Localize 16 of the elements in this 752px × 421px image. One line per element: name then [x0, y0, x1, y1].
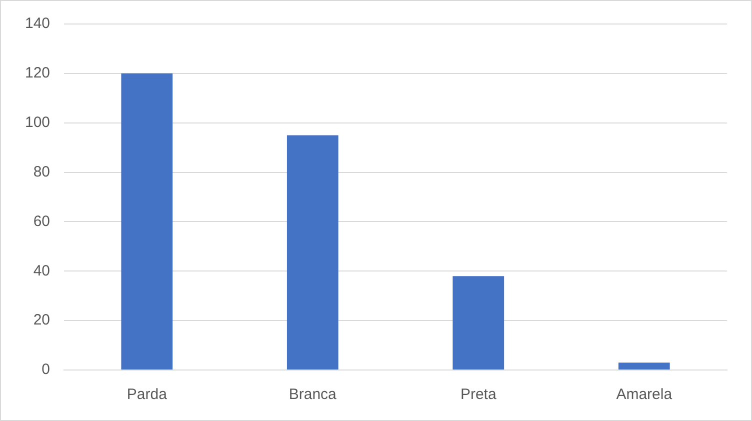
- y-tick-label: 100: [24, 114, 50, 131]
- bar: [618, 362, 670, 370]
- y-tick-label: 60: [33, 212, 50, 230]
- y-tick-label: 20: [33, 312, 50, 329]
- y-tick-label: 120: [24, 64, 50, 82]
- y-tick-label: 80: [33, 163, 50, 180]
- bar: [452, 276, 504, 370]
- x-tick-label: Branca: [288, 386, 338, 404]
- y-tick-label: 40: [33, 262, 50, 280]
- bar: [286, 135, 338, 370]
- x-tick-label: Parda: [126, 386, 168, 404]
- x-tick-label: Amarela: [616, 386, 673, 404]
- bar: [121, 73, 173, 370]
- x-tick-label: Preta: [460, 386, 497, 404]
- y-tick-label: 140: [24, 15, 50, 32]
- y-tick-label: 0: [42, 361, 50, 378]
